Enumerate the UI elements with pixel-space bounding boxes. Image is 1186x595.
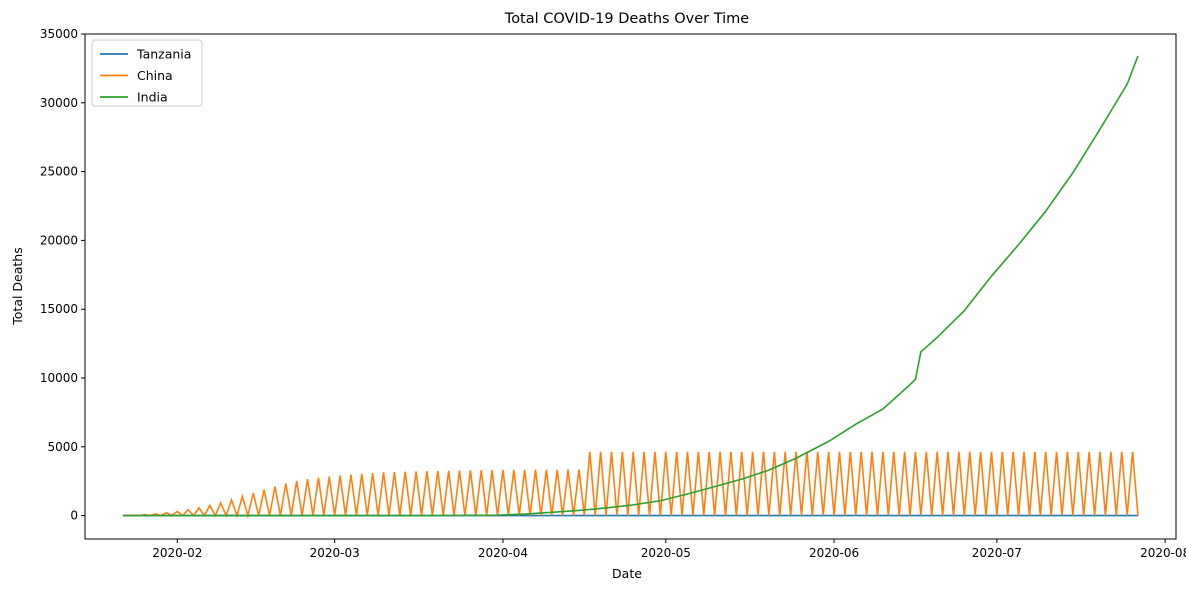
chart-title: Total COVID-19 Deaths Over Time	[504, 11, 749, 27]
legend-label-china: China	[137, 68, 173, 83]
y-tick-label: 25000	[40, 165, 78, 179]
x-tick-label: 2020-05	[641, 546, 691, 560]
legend-box	[91, 39, 203, 107]
x-axis-label: Date	[612, 566, 642, 581]
plot-area	[122, 55, 1139, 519]
x-tick-label: 2020-08	[1140, 546, 1186, 560]
y-tick-label: 35000	[40, 27, 78, 41]
y-axis-label: Total Deaths	[10, 247, 25, 325]
legend-label-india: India	[137, 90, 168, 105]
legend: Tanzania China India	[91, 39, 203, 107]
y-tick-label: 5000	[47, 440, 78, 454]
x-tick-label: 2020-02	[152, 546, 202, 560]
y-tick-label: 30000	[40, 96, 78, 110]
y-tick-label: 10000	[40, 371, 78, 385]
x-tick-label: 2020-06	[809, 546, 859, 560]
x-tick-label: 2020-03	[310, 546, 360, 560]
x-tick-label: 2020-07	[972, 546, 1022, 560]
series-line-china	[122, 451, 1139, 519]
axes: 0 5000 10000 15000 20000 25000 30000 35000 2020-…	[40, 27, 1186, 560]
y-tick-label: 15000	[40, 302, 78, 316]
axes-frame	[84, 33, 1177, 540]
x-tick-label: 2020-04	[478, 546, 528, 560]
y-tick-label: 0	[70, 509, 78, 523]
y-tick-label: 20000	[40, 233, 78, 247]
legend-label-tanzania: Tanzania	[136, 47, 191, 62]
series-line-india	[122, 55, 1139, 517]
